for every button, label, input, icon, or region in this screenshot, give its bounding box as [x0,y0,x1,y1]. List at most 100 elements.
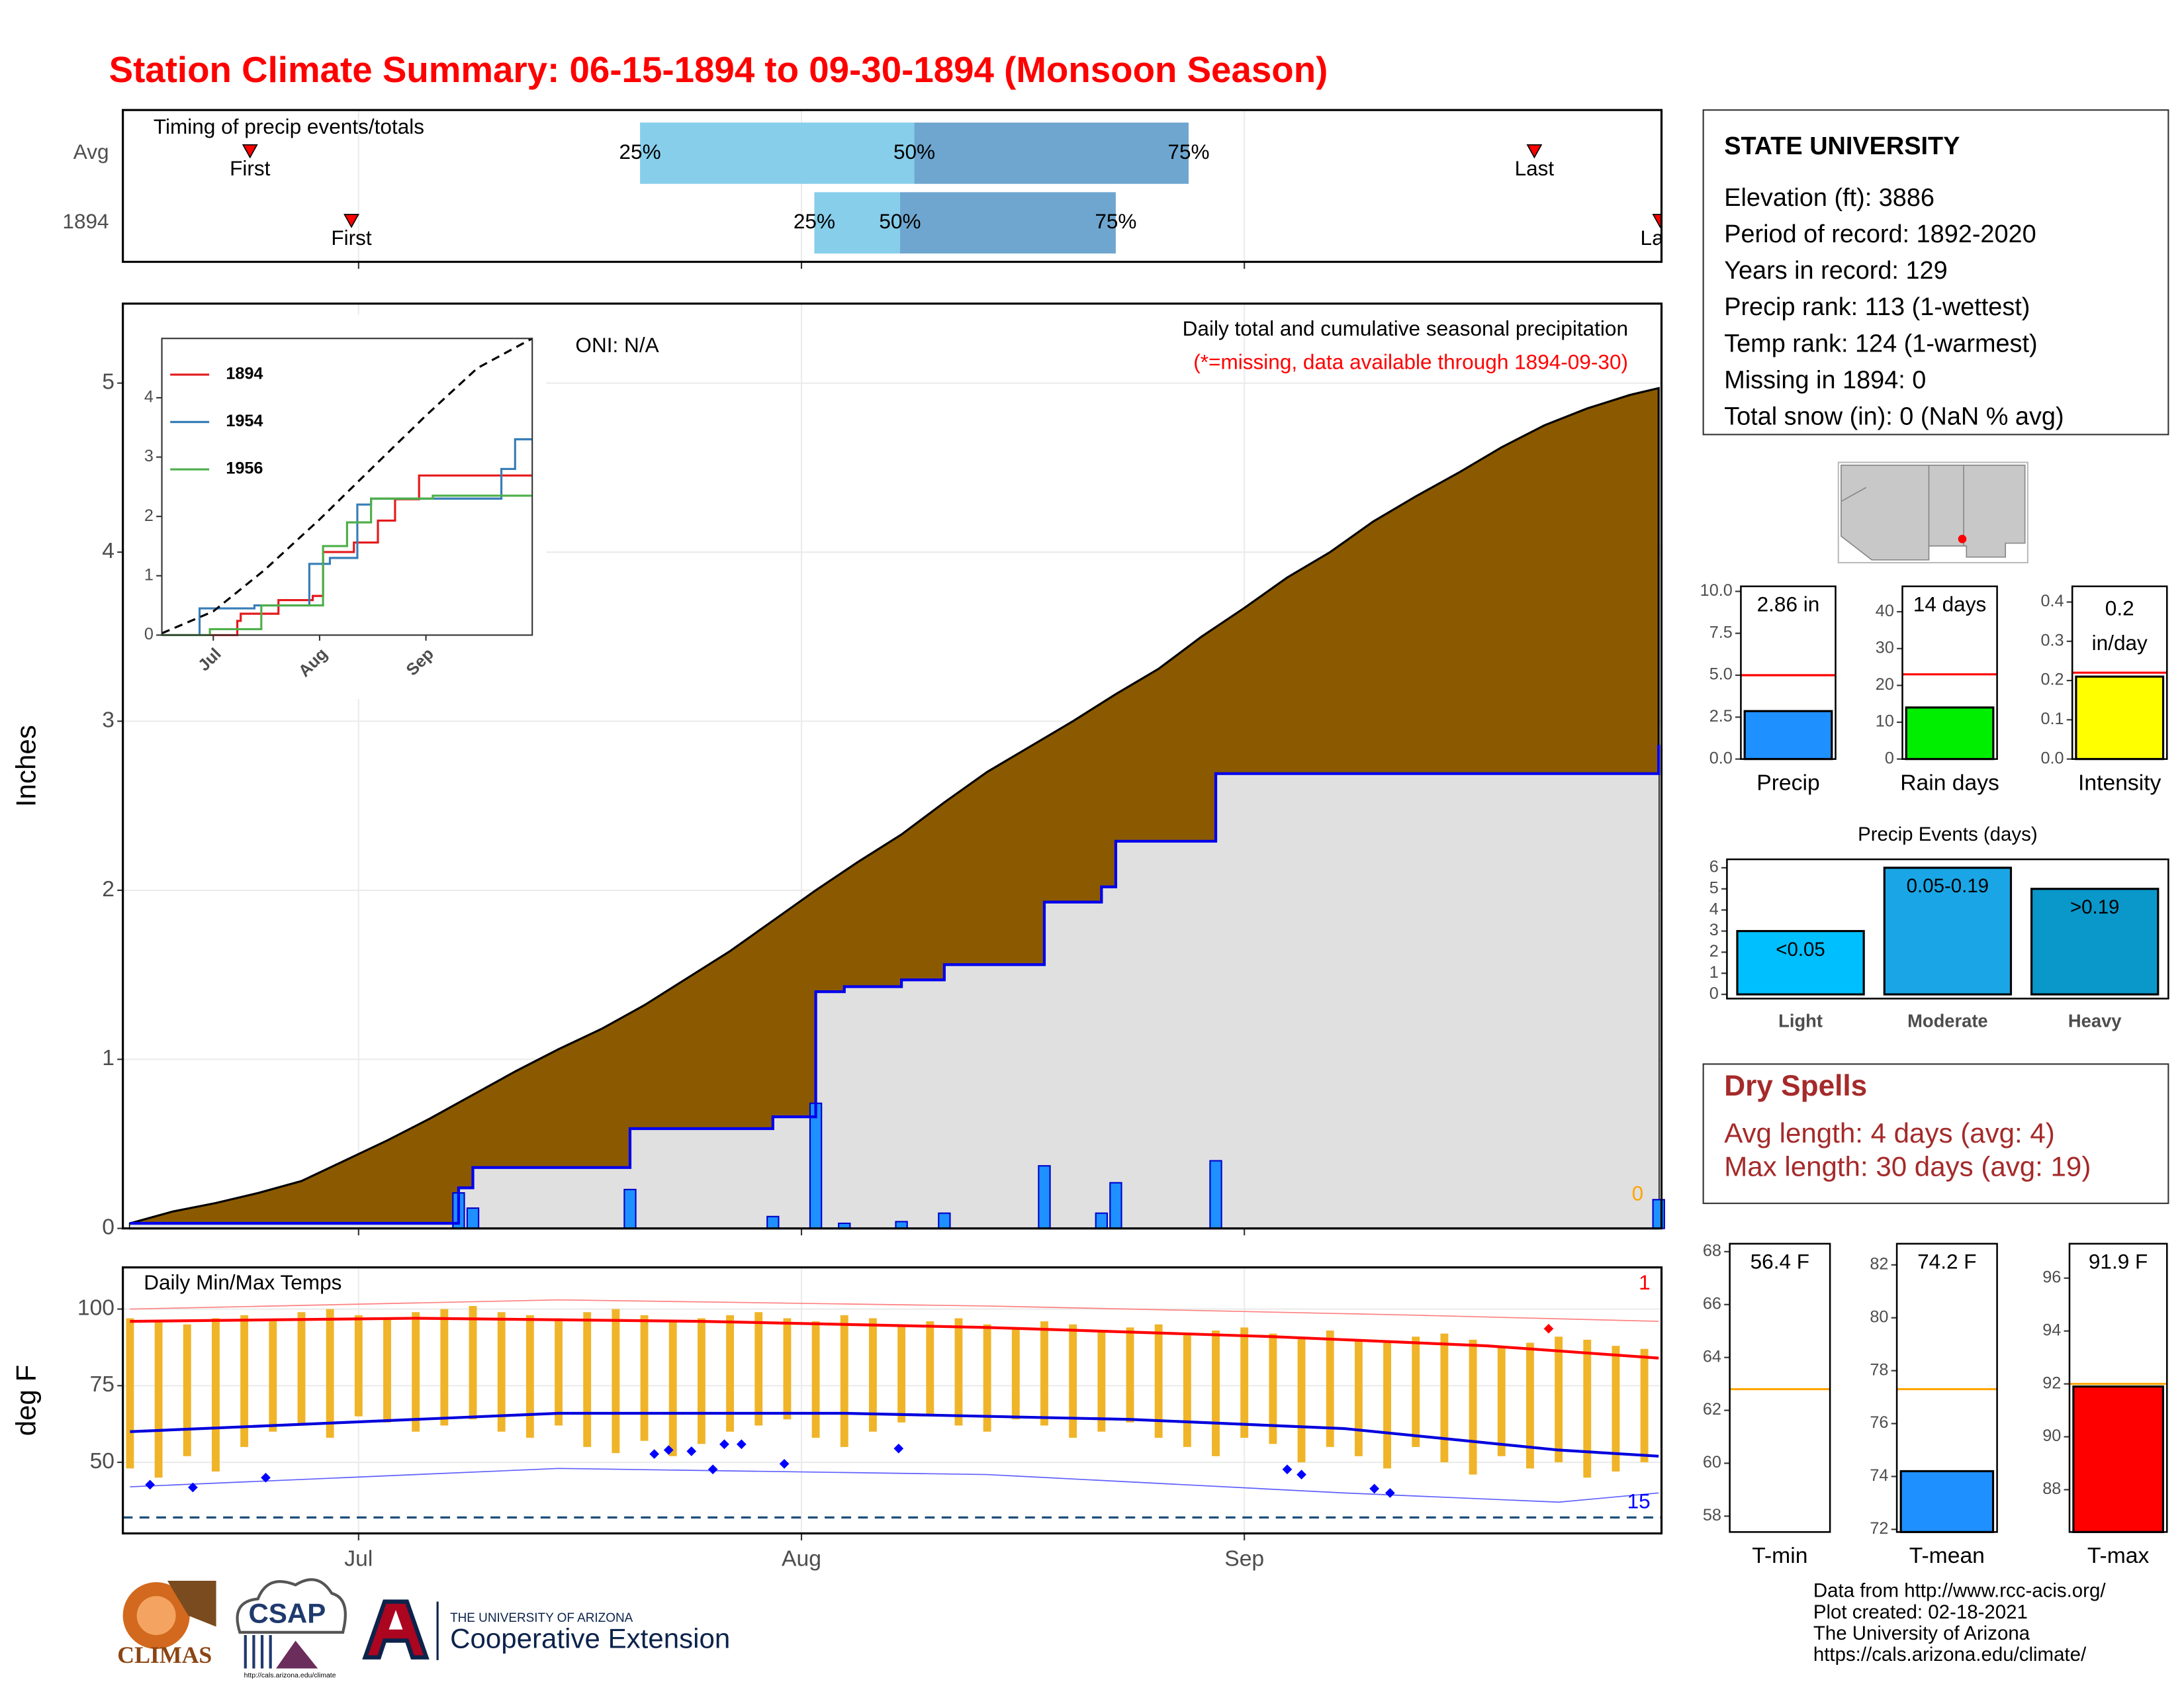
y-tick-label: 10 [1876,712,1894,731]
panel [122,1267,1662,1534]
logo-text: Cooperative Extension [450,1623,730,1654]
value-label: 56.4 F [1751,1250,1809,1274]
y-tick-label: 80 [1870,1307,1888,1326]
temp-bar [726,1315,735,1432]
category-label: Light [1778,1011,1823,1031]
record-point [707,1464,718,1475]
temp-bar [412,1312,420,1432]
temp-bar [640,1315,649,1441]
temp-bar [1469,1339,1477,1475]
y-tick-label: 72 [1870,1519,1888,1538]
logo-text: CLIMAS [117,1642,212,1668]
event-label: Last [1641,226,1680,250]
category-label: Heavy [2068,1011,2122,1031]
temp-bar [1640,1348,1649,1463]
record-point [1385,1487,1395,1498]
legend-label: 1956 [226,459,263,478]
temp-bar [383,1318,391,1423]
row-label: 1894 [62,209,109,233]
y-tick-label: 78 [1870,1360,1888,1379]
y-tick-label: 30 [1876,638,1894,657]
y-tick-label: 58 [1703,1506,1721,1524]
temp-bar [555,1318,563,1426]
bar [1899,1470,1995,1533]
range-label: >0.19 [2070,896,2120,918]
quantile-label: 75% [1095,209,1136,233]
temp-bar [1011,1327,1020,1420]
temp-bar [1555,1336,1563,1463]
credit-line: The University of Arizona [1813,1622,2030,1644]
record-point [649,1449,660,1459]
y-tick-label: 1 [1709,963,1719,982]
y-tick-label: 2 [1709,942,1719,961]
inset-line [161,438,533,636]
y-tick-label: 0 [102,1215,114,1240]
temp-bar [1154,1324,1163,1438]
temp-bar [126,1318,134,1469]
temp-bar [1097,1330,1106,1432]
x-tick-label: Aug [782,1546,821,1571]
temp-bar [583,1312,592,1447]
temp-bar [1183,1333,1191,1447]
y-axis-label: deg F [11,1365,42,1436]
daily-bar [1109,1182,1122,1229]
dry-spells-title: Dry Spells [1724,1070,1867,1102]
bar [1905,706,1995,761]
category-label: T-min [1752,1544,1807,1568]
y-tick-label: 100 [77,1295,114,1320]
y-tick-label: 62 [1703,1400,1721,1419]
y-tick-label: 0 [1885,749,1894,767]
temp-bar [612,1309,620,1454]
temp-bar [1297,1336,1306,1463]
temp-bar [440,1309,449,1426]
climas-logo: CLIMAS [117,1580,216,1668]
logo-text: http://cals.arizona.edu/climate [244,1671,336,1679]
temp-bar [1525,1342,1534,1469]
event-label: First [331,226,372,250]
category-label: Intensity [2078,771,2161,795]
y-tick-label: 0 [144,625,154,643]
annotation: ONI: N/A [575,333,659,357]
bar [1736,929,1865,996]
y-tick-label: 64 [1703,1347,1721,1366]
daily-bar [1652,1199,1665,1229]
category-label: Moderate [1907,1011,1988,1031]
temp-bar [154,1321,163,1478]
y-tick-label: 76 [1870,1413,1888,1432]
value-label: 0.2 in/day [2092,596,2148,655]
panel [1729,1243,1831,1532]
daily-bar [1209,1160,1222,1229]
temp-bar [297,1312,306,1426]
y-tick-label: 0.4 [2040,592,2064,610]
y-tick-label: 4 [1709,900,1719,918]
y-tick-label: 20 [1876,675,1894,694]
station-line: Temp rank: 124 (1-warmest) [1724,330,2037,357]
record-count: 1 [1639,1270,1651,1294]
temp-bar [269,1321,277,1432]
y-tick-label: 0 [1709,984,1719,1003]
bar [1883,867,2013,996]
y-tick-label: 50 [90,1449,114,1474]
category-label: Precip [1756,771,1819,795]
y-tick-label: 3 [1709,921,1719,939]
y-tick-label: 60 [1703,1453,1721,1472]
chart-subtitle: (*=missing, data available through 1894-… [1193,350,1628,373]
daily-bar [466,1207,480,1229]
y-tick-label: 0.0 [2040,749,2064,767]
page-title: Station Climate Summary: 06-15-1894 to 0… [109,49,1328,90]
station-line: Precip rank: 113 (1-wettest) [1724,293,2030,321]
y-tick-label: 0.1 [2040,710,2064,728]
missing-label: 0 [1632,1182,1644,1205]
panel-border [2071,585,2168,760]
temp-bar [326,1309,334,1438]
chart-title: Precip Events (days) [1858,823,2038,845]
category-label: T-max [2087,1544,2150,1568]
temp-bar [897,1324,906,1423]
temp-bar [1126,1327,1134,1423]
range-label: 0.05-0.19 [1907,875,1989,897]
x-tick-label: Jul [344,1546,373,1571]
quantile-bar [640,122,915,184]
bar [2030,888,2160,996]
x-tick-label: Sep [1224,1546,1264,1571]
logo-text: THE UNIVERSITY OF ARIZONA [450,1611,633,1625]
